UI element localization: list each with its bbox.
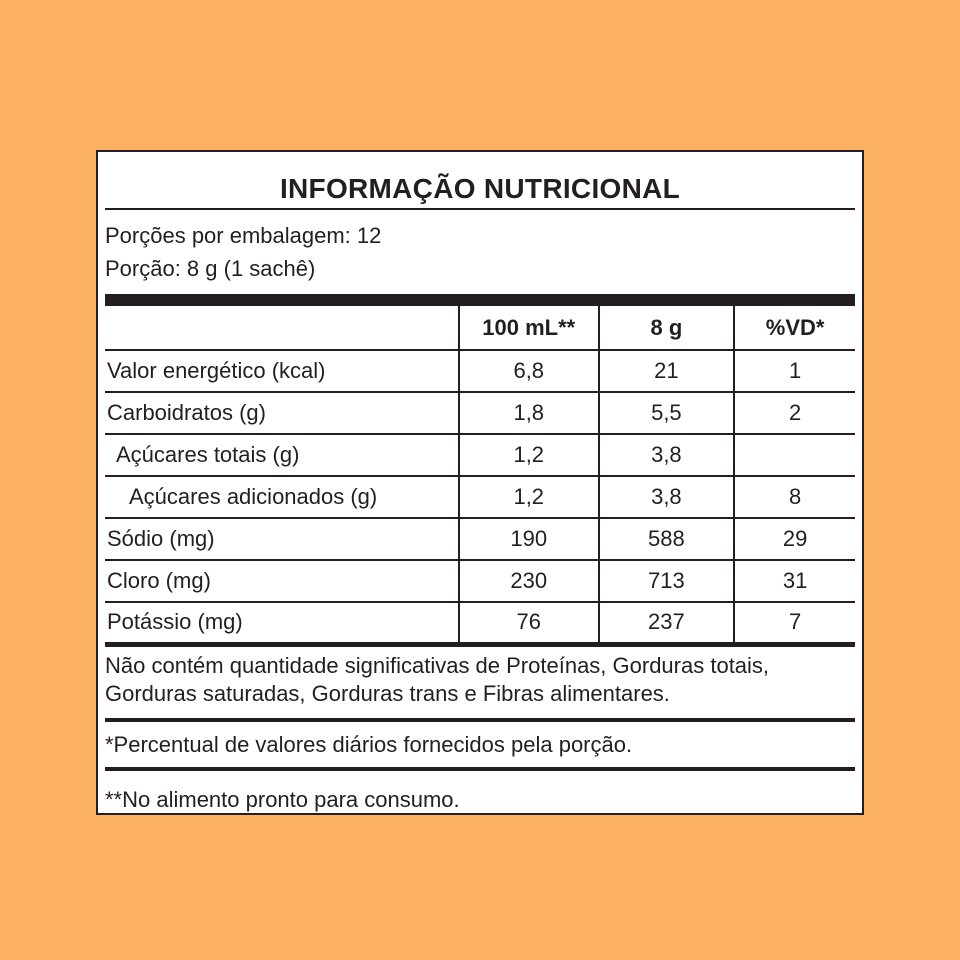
value-100ml: 230 bbox=[458, 559, 599, 602]
value-vd: 8 bbox=[733, 475, 855, 518]
nutrient-name: Açúcares totais (g) bbox=[105, 433, 459, 476]
table-header-bar bbox=[105, 294, 855, 306]
footnote-ready-to-consume: **No alimento pronto para consumo. bbox=[105, 786, 460, 812]
no-significant-amounts-note: Não contém quantidade significativas de … bbox=[105, 652, 770, 706]
table-row: Carboidratos (g) 1,8 5,5 2 bbox=[105, 391, 855, 434]
nutrient-name: Açúcares adicionados (g) bbox=[105, 475, 459, 518]
value-vd bbox=[733, 433, 855, 476]
nutrition-facts-panel: INFORMAÇÃO NUTRICIONAL Porções por embal… bbox=[96, 150, 864, 815]
value-100ml: 6,8 bbox=[458, 349, 599, 392]
column-header-vd: %VD* bbox=[733, 306, 855, 350]
nutrient-name: Carboidratos (g) bbox=[105, 391, 459, 434]
value-vd: 2 bbox=[733, 391, 855, 434]
column-header-nutrient bbox=[105, 306, 459, 350]
column-header-100ml: 100 mL** bbox=[458, 306, 599, 350]
value-vd: 7 bbox=[733, 601, 855, 644]
table-row: Valor energético (kcal) 6,8 21 1 bbox=[105, 349, 855, 392]
nutrition-table: 100 mL** 8 g %VD* Valor energético (kcal… bbox=[105, 306, 855, 647]
table-header-row: 100 mL** 8 g %VD* bbox=[105, 306, 855, 350]
value-100ml: 190 bbox=[458, 517, 599, 560]
value-vd: 1 bbox=[733, 349, 855, 392]
footnote-daily-values: *Percentual de valores diários fornecido… bbox=[105, 731, 633, 757]
value-portion: 3,8 bbox=[597, 475, 735, 518]
value-vd: 29 bbox=[733, 517, 855, 560]
nutrient-name: Cloro (mg) bbox=[105, 559, 459, 602]
nutrient-name: Sódio (mg) bbox=[105, 517, 459, 560]
nutrient-name: Valor energético (kcal) bbox=[105, 349, 459, 392]
value-100ml: 1,2 bbox=[458, 433, 599, 476]
title-divider bbox=[105, 208, 855, 210]
footnote-divider-2 bbox=[105, 766, 855, 771]
value-portion: 21 bbox=[597, 349, 735, 392]
value-portion: 5,5 bbox=[597, 391, 735, 434]
value-portion: 3,8 bbox=[597, 433, 735, 476]
table-row: Açúcares totais (g) 1,2 3,8 bbox=[105, 433, 855, 476]
portion-size: Porção: 8 g (1 sachê) bbox=[105, 256, 316, 281]
value-100ml: 1,8 bbox=[458, 391, 599, 434]
value-portion: 588 bbox=[597, 517, 735, 560]
value-portion: 713 bbox=[597, 559, 735, 602]
footnote-divider-1 bbox=[105, 717, 855, 722]
table-row: Açúcares adicionados (g) 1,2 3,8 8 bbox=[105, 475, 855, 518]
servings-per-package: Porções por embalagem: 12 bbox=[105, 223, 382, 248]
table-row: Cloro (mg) 230 713 31 bbox=[105, 559, 855, 602]
value-vd: 31 bbox=[733, 559, 855, 602]
value-100ml: 1,2 bbox=[458, 475, 599, 518]
nutrient-name: Potássio (mg) bbox=[105, 601, 459, 644]
table-row: Potássio (mg) 76 237 7 bbox=[105, 601, 855, 644]
column-header-portion: 8 g bbox=[597, 306, 735, 350]
value-portion: 237 bbox=[597, 601, 735, 644]
panel-title: INFORMAÇÃO NUTRICIONAL bbox=[279, 173, 681, 204]
value-100ml: 76 bbox=[458, 601, 599, 644]
table-row: Sódio (mg) 190 588 29 bbox=[105, 517, 855, 560]
